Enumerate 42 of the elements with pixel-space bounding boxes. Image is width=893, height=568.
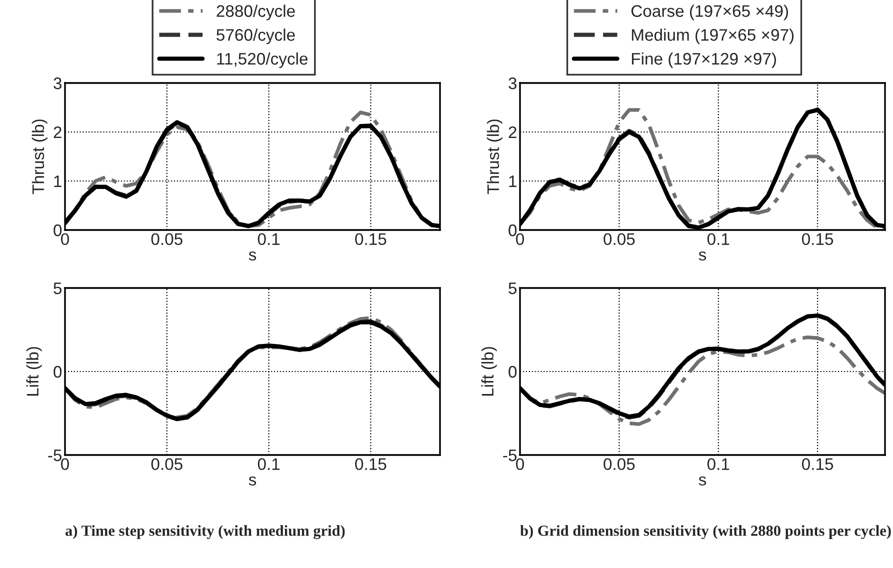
legend-label: 5760/cycle — [216, 28, 295, 44]
x-axis-title: s — [248, 476, 256, 486]
y-axis-title: Lift (lb) — [481, 347, 497, 396]
x-tick-label: 0.15 — [355, 458, 386, 470]
y-tick-label: 1 — [509, 176, 516, 188]
text: a) Time step sensitivity (with medium grid) — [65, 525, 345, 540]
y-tick-label: -5 — [48, 450, 62, 462]
legend-label: 2880/cycle — [216, 4, 295, 20]
legend-label: Fine (197×129 ×97) — [632, 52, 776, 68]
x-tick-label: 0.15 — [802, 233, 834, 246]
x-tick-label: 0.05 — [604, 458, 635, 470]
y-tick-label: -5 — [503, 450, 517, 462]
x-tick-label: 0.1 — [258, 458, 280, 470]
x-axis-title: s — [698, 476, 706, 486]
x-tick-label: 0.15 — [355, 233, 386, 246]
legend-label: Coarse (197×65 ×49) — [631, 4, 788, 20]
x-tick-label: 0.05 — [151, 233, 182, 246]
y-tick-label: 0 — [508, 224, 517, 236]
y-tick-label: 2 — [54, 126, 62, 138]
x-tick-label: 0.05 — [151, 458, 182, 470]
x-tick-label: 0.15 — [802, 458, 834, 470]
y-tick-label: 0 — [54, 366, 62, 378]
y-tick-label: 3 — [54, 77, 62, 90]
x-tick-label: 0.1 — [707, 233, 730, 246]
y-tick-label: 1 — [54, 176, 62, 188]
y-tick-label: 0 — [508, 366, 517, 378]
y-tick-label: 2 — [508, 126, 516, 138]
x-tick-label: 0.1 — [258, 233, 280, 246]
y-axis-title: Thrust (lb) — [32, 120, 48, 194]
legend-label: Medium (197×65 ×97) — [632, 28, 794, 44]
y-tick-label: 3 — [508, 77, 516, 90]
legend-label: 11,520/cycle — [217, 52, 308, 68]
text: b) Grid dimension sensitivity (with 2880 points per cycle) — [520, 525, 891, 540]
x-tick-label: 0.05 — [604, 233, 635, 246]
y-axis-title: Lift (lb) — [26, 347, 42, 396]
y-tick-label: 5 — [54, 282, 62, 294]
y-tick-label: 0 — [54, 224, 62, 236]
x-axis-title: s — [248, 251, 256, 261]
y-axis-title: Thrust (lb) — [486, 120, 502, 194]
y-tick-label: 5 — [508, 282, 517, 294]
x-axis-title: s — [698, 251, 706, 261]
x-tick-label: 0.1 — [707, 458, 730, 470]
